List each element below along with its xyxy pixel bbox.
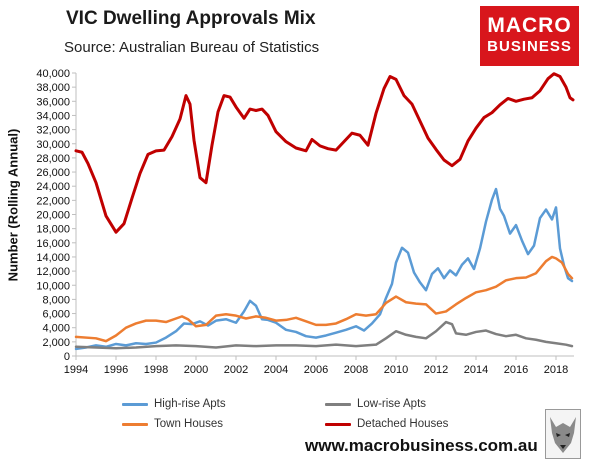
- series-line-town-houses: [74, 255, 574, 343]
- y-tick-label: 12,000: [36, 266, 70, 278]
- chart-title: VIC Dwelling Approvals Mix: [66, 8, 316, 29]
- series-line-low-rise-apts: [74, 320, 574, 350]
- y-tick-label: 24,000: [36, 181, 70, 193]
- y-tick-label: 10,000: [36, 280, 70, 292]
- x-tick-label: 2008: [344, 364, 368, 376]
- y-tick-label: 34,000: [36, 110, 70, 122]
- x-tick-label: 2018: [544, 364, 568, 376]
- x-tick-label: 2002: [224, 364, 248, 376]
- website-url: www.macrobusiness.com.au: [305, 436, 538, 455]
- x-tick-label: 2016: [504, 364, 528, 376]
- x-tick-label: 1998: [144, 364, 168, 376]
- y-tick-label: 32,000: [36, 125, 70, 137]
- wolf-logo-icon: [545, 409, 581, 459]
- y-tick-label: 6,000: [42, 309, 70, 321]
- macrobusiness-logo: MACRO BUSINESS: [480, 6, 579, 66]
- x-tick-label: 1996: [104, 364, 128, 376]
- y-tick-label: 4,000: [42, 323, 70, 335]
- x-tick-label: 2004: [264, 364, 288, 376]
- y-tick-label: 8,000: [42, 294, 70, 306]
- series-line-detached-houses: [74, 72, 575, 234]
- y-tick-label: 40,000: [36, 68, 70, 80]
- x-tick-label: 2000: [184, 364, 208, 376]
- y-tick-label: 14,000: [36, 252, 70, 264]
- y-tick-label: 2,000: [42, 337, 70, 349]
- y-tick-label: 20,000: [36, 210, 70, 222]
- y-tick-label: 18,000: [36, 224, 70, 236]
- y-tick-label: 16,000: [36, 238, 70, 250]
- y-tick-label: 22,000: [36, 195, 70, 207]
- y-tick-label: 26,000: [36, 167, 70, 179]
- chart-subtitle: Source: Australian Bureau of Statistics: [64, 39, 320, 56]
- logo-line-1: MACRO: [487, 14, 572, 37]
- x-tick-label: 2006: [304, 364, 328, 376]
- x-tick-label: 2012: [424, 364, 448, 376]
- x-tick-label: 2014: [464, 364, 488, 376]
- x-tick-label: 1994: [64, 364, 88, 376]
- y-tick-label: 0: [64, 351, 70, 363]
- x-tick-label: 2010: [384, 364, 408, 376]
- y-tick-label: 38,000: [36, 82, 70, 94]
- y-tick-label: 30,000: [36, 139, 70, 151]
- y-tick-label: 36,000: [36, 96, 70, 108]
- y-tick-label: 28,000: [36, 153, 70, 165]
- logo-line-2: BUSINESS: [487, 38, 572, 55]
